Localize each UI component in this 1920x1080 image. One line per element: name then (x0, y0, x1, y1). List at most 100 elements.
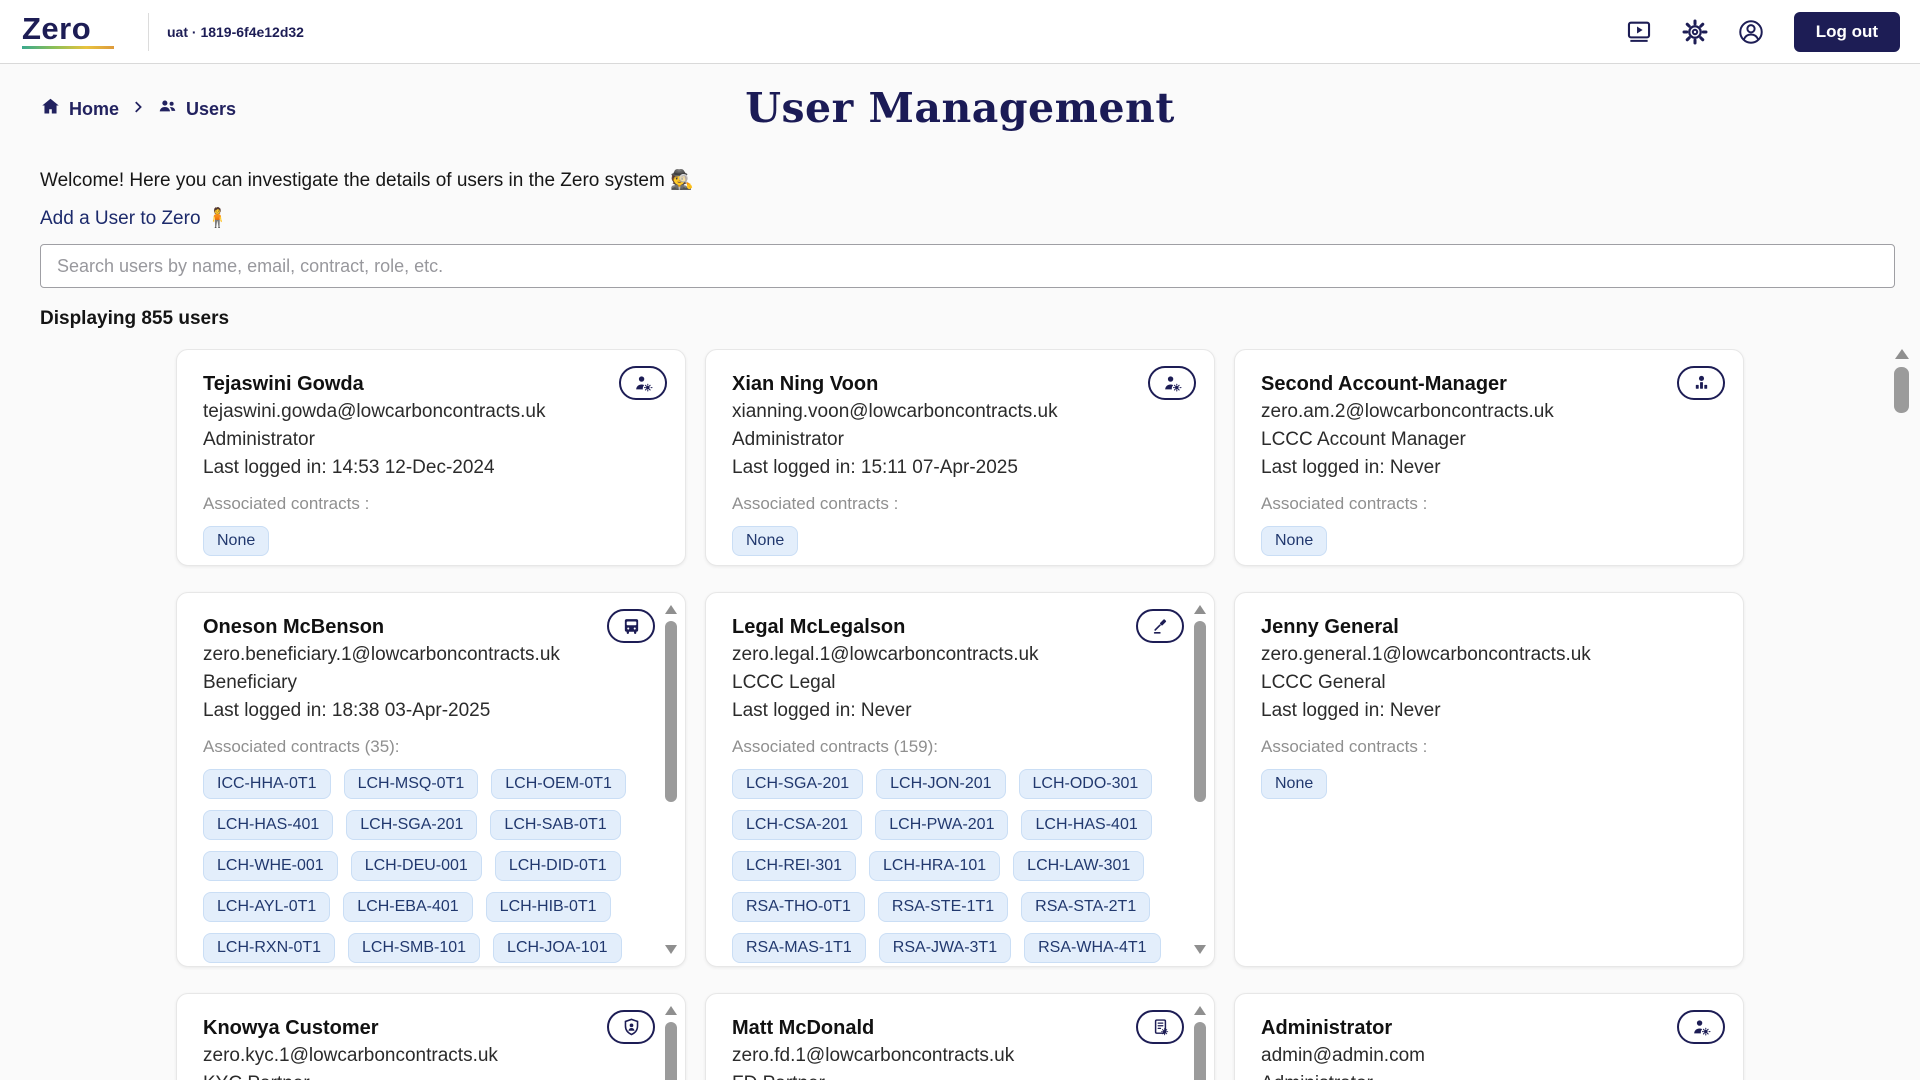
logo-underline (22, 46, 114, 49)
scroll-up-arrow-icon[interactable] (1895, 349, 1909, 359)
user-name: Tejaswini Gowda (203, 370, 659, 398)
contract-chip: LCH-JOA-101 (493, 933, 621, 963)
associated-contracts-label: Associated contracts (35): (203, 737, 639, 757)
user-email: zero.legal.1@lowcarboncontracts.uk (732, 641, 1168, 669)
contract-chip: RSA-JWA-3T1 (879, 933, 1011, 963)
gavel-icon (1136, 609, 1184, 643)
contract-chip: LCH-WHE-001 (203, 851, 338, 881)
user-card[interactable]: Knowya Customerzero.kyc.1@lowcarboncontr… (176, 993, 686, 1080)
contract-chip: LCH-JON-201 (876, 769, 1005, 799)
user-email: xianning.voon@lowcarboncontracts.uk (732, 398, 1188, 426)
users-icon (157, 96, 178, 122)
user-name: Knowya Customer (203, 1014, 639, 1042)
home-icon (40, 96, 61, 122)
breadcrumb-home-label: Home (69, 99, 119, 120)
user-email: tejaswini.gowda@lowcarboncontracts.uk (203, 398, 659, 426)
contract-chip-list: None (203, 526, 659, 556)
contract-chip: RSA-WHA-4T1 (1024, 933, 1160, 963)
search-input[interactable] (40, 244, 1895, 288)
profile-icon[interactable] (1736, 17, 1766, 47)
user-card[interactable]: Oneson McBensonzero.beneficiary.1@lowcar… (176, 592, 686, 967)
user-card[interactable]: Legal McLegalsonzero.legal.1@lowcarbonco… (705, 592, 1215, 967)
topbar-divider (148, 13, 149, 51)
user-name: Oneson McBenson (203, 613, 639, 641)
page-scrollbar-thumb[interactable] (1894, 367, 1909, 413)
contract-chip: LCH-HRA-101 (869, 851, 1000, 881)
logout-button[interactable]: Log out (1794, 12, 1900, 52)
card-scrollbar[interactable] (1193, 1006, 1207, 1080)
user-card[interactable]: Xian Ning Voonxianning.voon@lowcarboncon… (705, 349, 1215, 566)
scroll-up-arrow-icon[interactable] (1194, 605, 1206, 614)
user-gear-icon (619, 366, 667, 400)
settings-icon[interactable] (1680, 17, 1710, 47)
welcome-text: Welcome! Here you can investigate the de… (40, 168, 1895, 192)
contract-chip: LCH-CSA-201 (732, 810, 862, 840)
contract-chip: RSA-STE-1T1 (878, 892, 1008, 922)
page-scrollbar[interactable] (1894, 349, 1910, 1080)
user-role: Administrator (1261, 1070, 1717, 1080)
scroll-up-arrow-icon[interactable] (665, 605, 677, 614)
contract-chip: None (1261, 526, 1327, 556)
contract-chip: ICC-HHA-0T1 (203, 769, 331, 799)
user-name: Xian Ning Voon (732, 370, 1188, 398)
user-role: Administrator (203, 426, 659, 454)
user-card[interactable]: Matt McDonaldzero.fd.1@lowcarboncontract… (705, 993, 1215, 1080)
card-scrollbar-thumb[interactable] (665, 621, 677, 802)
scroll-down-arrow-icon[interactable] (665, 945, 677, 954)
associated-contracts-label: Associated contracts : (732, 494, 1188, 514)
contract-chip: LCH-MSQ-0T1 (344, 769, 479, 799)
card-scrollbar-thumb[interactable] (1194, 1022, 1206, 1080)
user-card[interactable]: Second Account-Managerzero.am.2@lowcarbo… (1234, 349, 1744, 566)
contract-chip: None (1261, 769, 1327, 799)
associated-contracts-label: Associated contracts : (1261, 737, 1717, 757)
user-last-login: Last logged in: Never (1261, 454, 1717, 482)
contract-chip: None (203, 526, 269, 556)
contract-chip: LCH-AYL-0T1 (203, 892, 330, 922)
card-scrollbar[interactable] (664, 1006, 678, 1080)
card-scrollbar-thumb[interactable] (1194, 621, 1206, 802)
breadcrumb-home[interactable]: Home (40, 96, 119, 122)
contract-chip: LCH-RXN-0T1 (203, 933, 335, 963)
contract-chip: LCH-DID-0T1 (495, 851, 621, 881)
user-card[interactable]: Tejaswini Gowdatejaswini.gowda@lowcarbon… (176, 349, 686, 566)
user-management-page: Zero uat · 1819-6f4e12d32 Log out Home U… (0, 0, 1920, 1080)
user-role: KYC Partner (203, 1070, 639, 1080)
card-scrollbar-thumb[interactable] (665, 1022, 677, 1080)
contract-chip-list: None (1261, 769, 1717, 799)
invoice-gear-icon (1136, 1010, 1184, 1044)
add-user-link[interactable]: Add a User to Zero 🧍 (40, 206, 229, 230)
breadcrumb-users-label: Users (186, 99, 236, 120)
user-email: zero.beneficiary.1@lowcarboncontracts.uk (203, 641, 639, 669)
scroll-up-arrow-icon[interactable] (1194, 1006, 1206, 1015)
user-last-login: Last logged in: Never (1261, 697, 1717, 725)
contract-chip-list: None (1261, 526, 1717, 556)
associated-contracts-label: Associated contracts : (203, 494, 659, 514)
account-manager-icon (1677, 366, 1725, 400)
user-card[interactable]: Administratoradmin@admin.comAdministrato… (1234, 993, 1744, 1080)
contract-chip: LCH-REI-301 (732, 851, 856, 881)
scroll-up-arrow-icon[interactable] (665, 1006, 677, 1015)
associated-contracts-label: Associated contracts : (1261, 494, 1717, 514)
app-logo[interactable]: Zero (22, 14, 114, 49)
contract-chip: LCH-SMB-101 (348, 933, 480, 963)
user-name: Second Account-Manager (1261, 370, 1717, 398)
user-email: zero.general.1@lowcarboncontracts.uk (1261, 641, 1717, 669)
breadcrumb-users[interactable]: Users (157, 96, 236, 122)
user-email: zero.kyc.1@lowcarboncontracts.uk (203, 1042, 639, 1070)
video-tutorial-icon[interactable] (1624, 17, 1654, 47)
user-role: LCCC Legal (732, 669, 1168, 697)
card-scrollbar[interactable] (664, 605, 678, 954)
contract-chip: LCH-HAS-401 (1021, 810, 1151, 840)
users-grid: Tejaswini Gowdatejaswini.gowda@lowcarbon… (176, 349, 1744, 1080)
user-card[interactable]: Jenny Generalzero.general.1@lowcarboncon… (1234, 592, 1744, 967)
breadcrumb: Home Users (40, 96, 236, 122)
contract-chip-list: LCH-SGA-201LCH-JON-201LCH-ODO-301LCH-CSA… (732, 769, 1168, 967)
intro-section: Welcome! Here you can investigate the de… (0, 168, 1920, 330)
scroll-down-arrow-icon[interactable] (1194, 945, 1206, 954)
card-scrollbar[interactable] (1193, 605, 1207, 954)
contract-chip-list: None (732, 526, 1188, 556)
contract-chip: LCH-LAW-301 (1013, 851, 1144, 881)
contract-chip: LCH-PWA-201 (875, 810, 1008, 840)
user-name: Matt McDonald (732, 1014, 1168, 1042)
contract-chip: LCH-SGA-201 (346, 810, 477, 840)
